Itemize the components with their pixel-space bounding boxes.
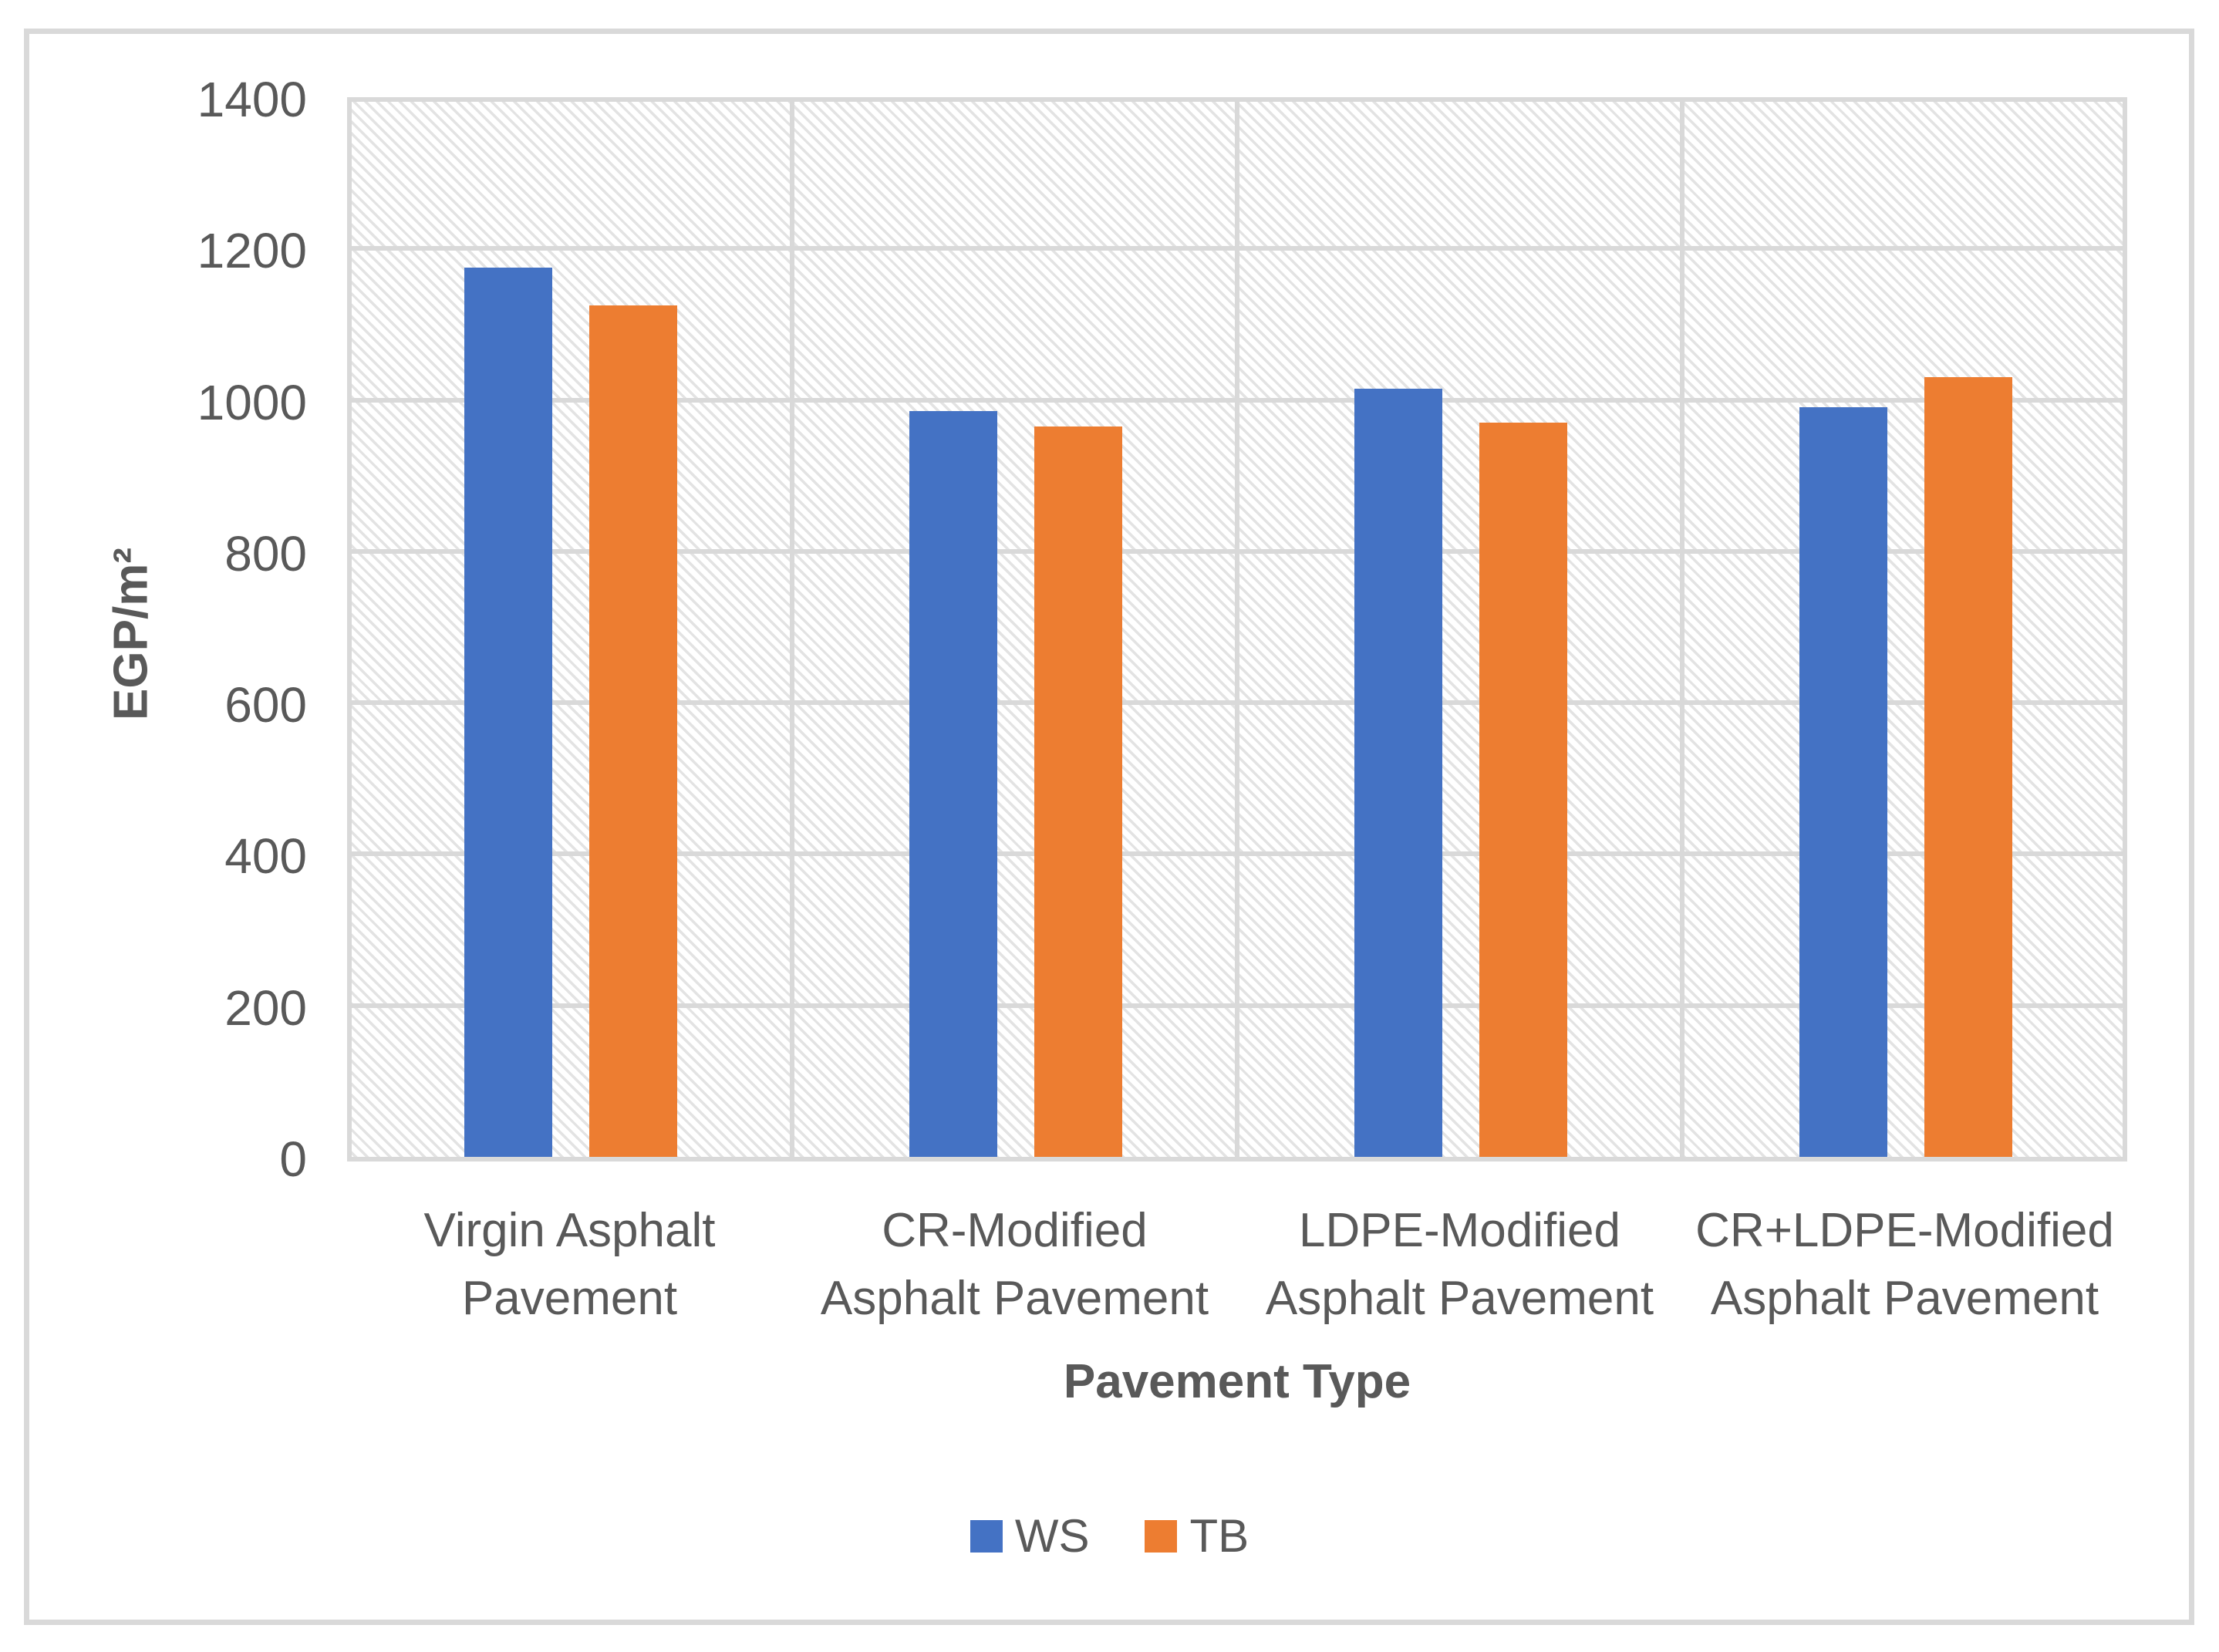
- y-tick-label-400: 400: [224, 828, 307, 885]
- legend-item-tb: TB: [1145, 1510, 1249, 1563]
- bar-tb-category-1: [589, 305, 677, 1157]
- legend-swatch-tb: [1145, 1520, 1178, 1553]
- legend-label-tb: TB: [1189, 1510, 1249, 1562]
- y-axis-line: [347, 97, 352, 1161]
- bar-tb-category-4: [1924, 377, 2012, 1157]
- x-axis-category-labels: Virgin Asphalt Pavement CR-Modified Aspha…: [347, 1197, 2127, 1359]
- plot-area: [347, 97, 2127, 1161]
- figure-border: [24, 29, 2194, 1625]
- y-tick-label-0: 0: [279, 1131, 307, 1187]
- category-label-1: Virgin Asphalt Pavement: [423, 1204, 716, 1326]
- category-label-4: CR+LDPE-Modified Asphalt Pavement: [1695, 1204, 2114, 1326]
- y-tick-label-600: 600: [224, 677, 307, 733]
- legend-swatch-ws: [970, 1520, 1003, 1553]
- y-axis-ticks: 0 200 400 600 800 1000 1200 1400: [0, 73, 307, 1185]
- bar-ws-category-3: [1354, 388, 1442, 1157]
- y-tick-label-1200: 1200: [197, 223, 307, 279]
- bar-tb-category-3: [1479, 423, 1567, 1157]
- y-tick-label-1400: 1400: [197, 72, 307, 127]
- bar-ws-category-1: [464, 267, 552, 1157]
- legend: WS TB: [0, 1510, 2219, 1563]
- plot-border-top: [347, 97, 2127, 102]
- legend-label-ws: WS: [1014, 1510, 1090, 1562]
- plot-border-right: [2123, 97, 2127, 1161]
- gridline-x-3: [1680, 97, 1684, 1161]
- category-label-3: LDPE-Modified Asphalt Pavement: [1265, 1204, 1654, 1326]
- bar-ws-category-2: [909, 411, 997, 1157]
- legend-item-ws: WS: [970, 1510, 1090, 1563]
- bar-tb-category-2: [1034, 426, 1122, 1157]
- y-tick-label-1000: 1000: [197, 374, 307, 430]
- gridline-x-2: [1235, 97, 1239, 1161]
- y-tick-label-200: 200: [224, 979, 307, 1036]
- x-axis-line: [347, 1157, 2127, 1161]
- y-tick-label-800: 800: [224, 525, 307, 582]
- category-label-2: CR-Modified Asphalt Pavement: [820, 1204, 1209, 1326]
- gridline-x-1: [790, 97, 794, 1161]
- bar-ws-category-4: [1799, 407, 1887, 1157]
- x-axis-title: Pavement Type: [1063, 1355, 1411, 1408]
